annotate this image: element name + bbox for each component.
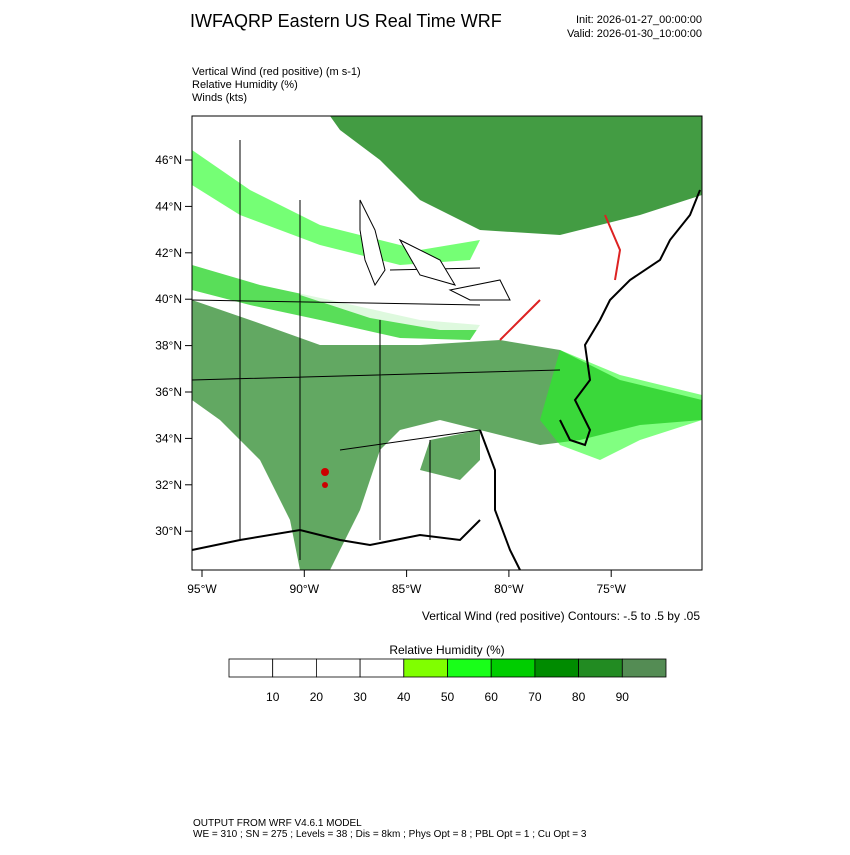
humidity-area [330, 116, 702, 235]
vertical-wind-max [321, 468, 329, 476]
vertical-wind-max [322, 482, 328, 488]
colorbar: 10 20 30 40 50 60 70 80 90 [228, 658, 667, 704]
colorbar-box [534, 658, 580, 678]
colorbar-tick-label: 80 [572, 690, 586, 704]
lon-label: 90°W [290, 582, 320, 596]
lat-label: 34°N [155, 431, 182, 445]
lat-label: 44°N [155, 199, 182, 213]
field-label: Winds (kts) [192, 92, 247, 104]
lon-label: 75°W [596, 582, 626, 596]
lat-label: 38°N [155, 339, 182, 353]
vertical-wind-contour [499, 214, 622, 341]
lat-labels: 46°N 44°N 42°N 40°N 38°N 36°N 34°N 32°N 30°N [155, 153, 192, 538]
humidity-area [192, 150, 480, 265]
field-label: Vertical Wind (red positive) (m s-1) [192, 66, 361, 78]
colorbar-tick-label: 40 [397, 690, 411, 704]
map: 46°N 44°N 42°N 40°N 38°N 36°N 34°N 32°N 30°N 95°… [155, 115, 703, 596]
colorbar-box [228, 658, 274, 678]
lon-labels: 95°W 90°W 85°W 80°W 75°W [187, 570, 627, 596]
colorbar-tick-label: 30 [353, 690, 367, 704]
great-lakes [359, 199, 511, 301]
colorbar-box [403, 658, 448, 678]
coastline [559, 189, 701, 447]
lat-label: 32°N [155, 478, 182, 492]
footer-line: WE = 310 ; SN = 275 ; Levels = 38 ; Dis … [193, 829, 587, 840]
lat-label: 40°N [155, 292, 182, 306]
colorbar-box [490, 658, 536, 678]
lat-label: 46°N [155, 153, 182, 167]
colorbar-box [447, 658, 492, 678]
coastline [191, 519, 481, 551]
field-label: Relative Humidity (%) [192, 79, 298, 91]
colorbar-tick-label: 50 [441, 690, 455, 704]
lon-label: 80°W [494, 582, 524, 596]
colorbar-tick-label: 70 [528, 690, 542, 704]
dry-band [300, 270, 500, 330]
colorbar-box [578, 658, 623, 678]
lon-label: 85°W [392, 582, 422, 596]
title: IWFAQRP Eastern US Real Time WRF [190, 11, 502, 31]
lon-label: 95°W [187, 582, 217, 596]
colorbar-tick-label: 20 [310, 690, 324, 704]
valid-time: Valid: 2026-01-30_10:00:00 [567, 28, 702, 40]
lat-label: 36°N [155, 385, 182, 399]
coastline [479, 429, 521, 571]
colorbar-box [272, 658, 317, 678]
lat-label: 42°N [155, 246, 182, 260]
colorbar-box [359, 658, 405, 678]
humidity-area [540, 350, 702, 460]
footer-line: OUTPUT FROM WRF V4.6.1 MODEL [193, 818, 362, 829]
colorbar-title: Relative Humidity (%) [389, 643, 504, 657]
colorbar-tick-label: 10 [266, 690, 280, 704]
colorbar-box [315, 658, 361, 678]
map-frame [191, 115, 703, 571]
colorbar-box [621, 658, 667, 678]
colorbar-tick-label: 90 [616, 690, 630, 704]
init-time: Init: 2026-01-27_00:00:00 [576, 14, 702, 26]
colorbar-tick-label: 60 [485, 690, 499, 704]
contour-note: Vertical Wind (red positive) Contours: -… [422, 609, 700, 623]
lat-label: 30°N [155, 524, 182, 538]
